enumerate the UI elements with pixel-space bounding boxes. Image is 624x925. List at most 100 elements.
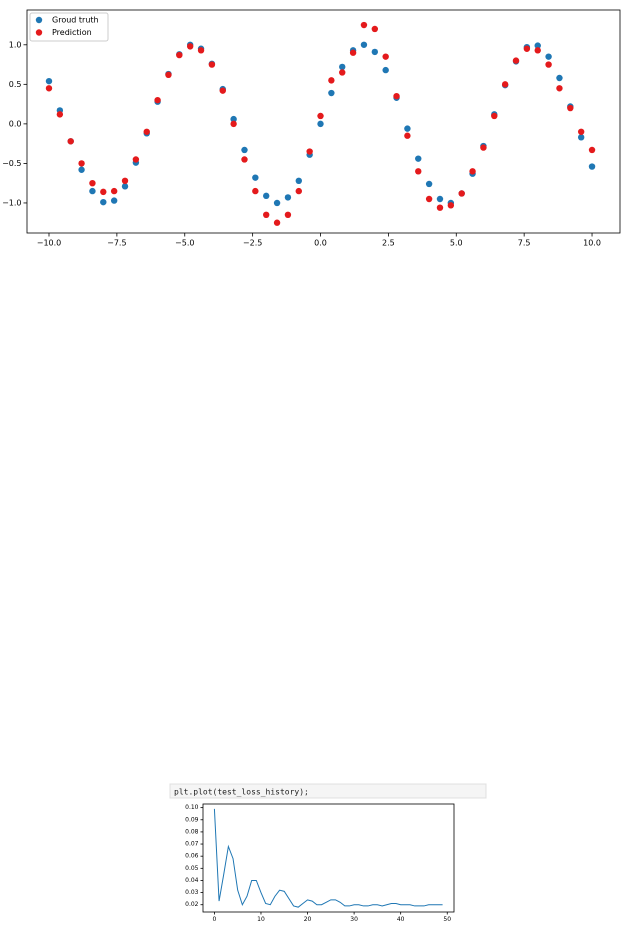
point [447,202,455,209]
point [273,219,281,226]
point [317,112,324,120]
point [523,45,531,52]
point [143,128,150,135]
point [186,43,194,50]
point [100,188,107,196]
point [339,63,346,71]
point [252,187,259,195]
point [284,211,292,219]
y-tick-label: −1.0 [2,198,21,207]
point [360,41,368,48]
point [328,89,335,97]
point [404,125,411,132]
x-tick-label: 2.5 [382,238,395,247]
point [89,187,96,195]
y-tick-label: 0.07 [185,841,199,848]
point [458,190,465,197]
point [545,61,552,68]
y-tick-label: 0.08 [185,828,199,835]
point [567,104,574,112]
x-tick-label: 20 [304,916,312,923]
x-tick-label: 50 [443,916,451,923]
y-tick-label: 0.03 [185,889,199,896]
point [165,71,172,79]
point [317,120,324,128]
x-tick-label: −2.5 [243,238,262,247]
x-tick-label: 10.0 [583,238,601,247]
y-tick-label: 0.05 [185,865,199,872]
point [534,42,541,49]
point [132,156,140,163]
y-tick-label: 1.0 [9,40,22,49]
legend-label: Prediction [52,28,92,37]
point [480,144,487,151]
x-tick-label: −5.0 [175,238,194,247]
y-tick-label: 0.0 [9,119,22,128]
x-tick-label: −10.0 [37,238,62,247]
point [230,120,237,128]
point [328,77,335,84]
point [263,192,270,200]
x-tick-label: 30 [350,916,358,923]
point [588,146,596,154]
y-tick-label: −0.5 [2,159,21,168]
point [295,177,302,185]
point [241,146,248,154]
point [230,115,237,123]
point [284,194,292,201]
point [534,47,541,54]
point [45,77,53,85]
y-tick-label: 0.06 [185,853,199,860]
point [512,57,520,64]
point [577,134,585,141]
point [339,69,346,76]
x-tick-label: 7.5 [518,238,531,247]
point [469,168,476,175]
point [360,21,368,29]
y-tick-label: 0.09 [185,816,199,823]
point [371,48,379,56]
point [436,195,444,203]
point [273,199,281,207]
point [78,166,85,173]
point [241,156,248,163]
x-tick-label: 0.0 [314,238,327,247]
point [425,180,433,188]
point [67,138,74,145]
point [110,187,118,195]
point [371,25,379,33]
point [154,96,161,104]
point [100,198,107,206]
point [263,211,270,219]
point [393,92,400,100]
point [121,177,129,185]
point [425,195,433,203]
legend [29,12,109,42]
point [588,163,596,170]
y-tick-label: 0.10 [185,804,199,811]
legend-marker [35,29,43,36]
legend-marker [35,16,43,24]
x-tick-label: 10 [257,916,265,923]
point [89,179,96,187]
plot-frame [26,9,621,234]
code-line: plt.plot(test_loss_history); [174,788,309,797]
y-tick-label: 0.02 [185,901,199,908]
point [295,187,302,195]
point [219,87,226,94]
point [121,183,129,190]
x-tick-label: 40 [397,916,405,923]
plot-frame [202,803,455,913]
legend-label: Groud truth [52,16,99,25]
point [110,197,118,204]
y-tick-label: 0.5 [9,80,22,89]
point [349,49,357,56]
point [78,160,85,167]
point [382,66,389,74]
point [436,204,444,211]
x-tick-label: −7.5 [107,238,126,247]
x-tick-label: 5.0 [450,238,463,247]
point [491,112,498,120]
point [306,148,313,155]
